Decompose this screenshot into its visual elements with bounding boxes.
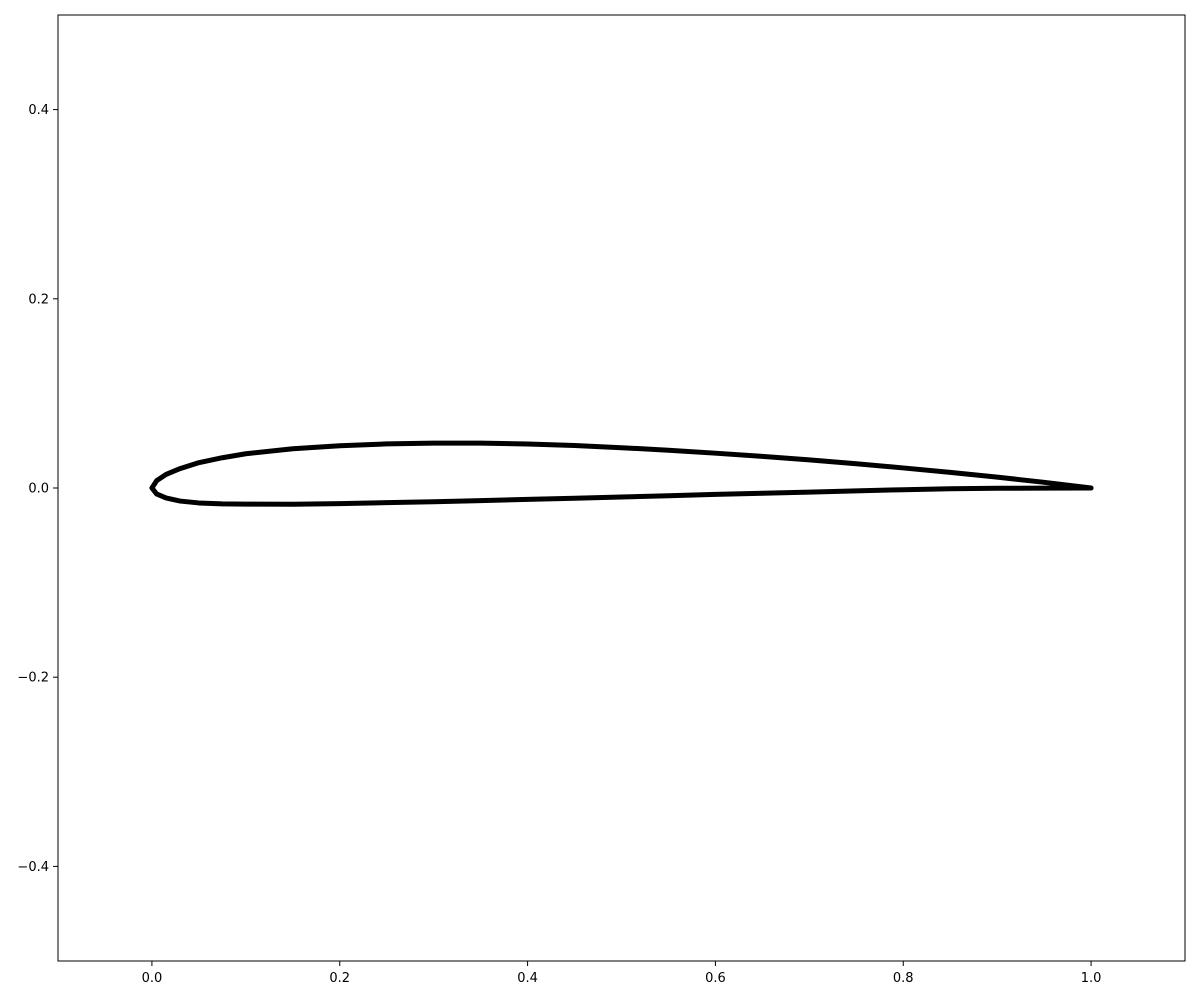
series-layer: [149, 440, 1094, 507]
axes-frame: [57, 14, 1186, 962]
x-axis-ticks: 0.0 0.2 0.4 0.6 0.8 1.0: [142, 961, 1102, 986]
airfoil-outline-line: [149, 440, 1094, 507]
y-tick-label: −0.4: [17, 860, 49, 875]
x-tick-label: 1.0: [1081, 971, 1102, 986]
y-tick-label: −0.2: [17, 671, 49, 686]
x-tick-label: 0.6: [705, 971, 726, 986]
x-tick-label: 0.0: [142, 971, 163, 986]
y-tick-label: 0.0: [28, 482, 49, 497]
x-tick-label: 0.4: [517, 971, 538, 986]
x-tick-label: 0.2: [329, 971, 350, 986]
y-tick-label: 0.4: [28, 103, 49, 118]
y-tick-label: 0.2: [28, 292, 49, 307]
y-axis-ticks: −0.4 −0.2 0.0 0.2 0.4: [17, 103, 58, 875]
x-tick-label: 0.8: [893, 971, 914, 986]
